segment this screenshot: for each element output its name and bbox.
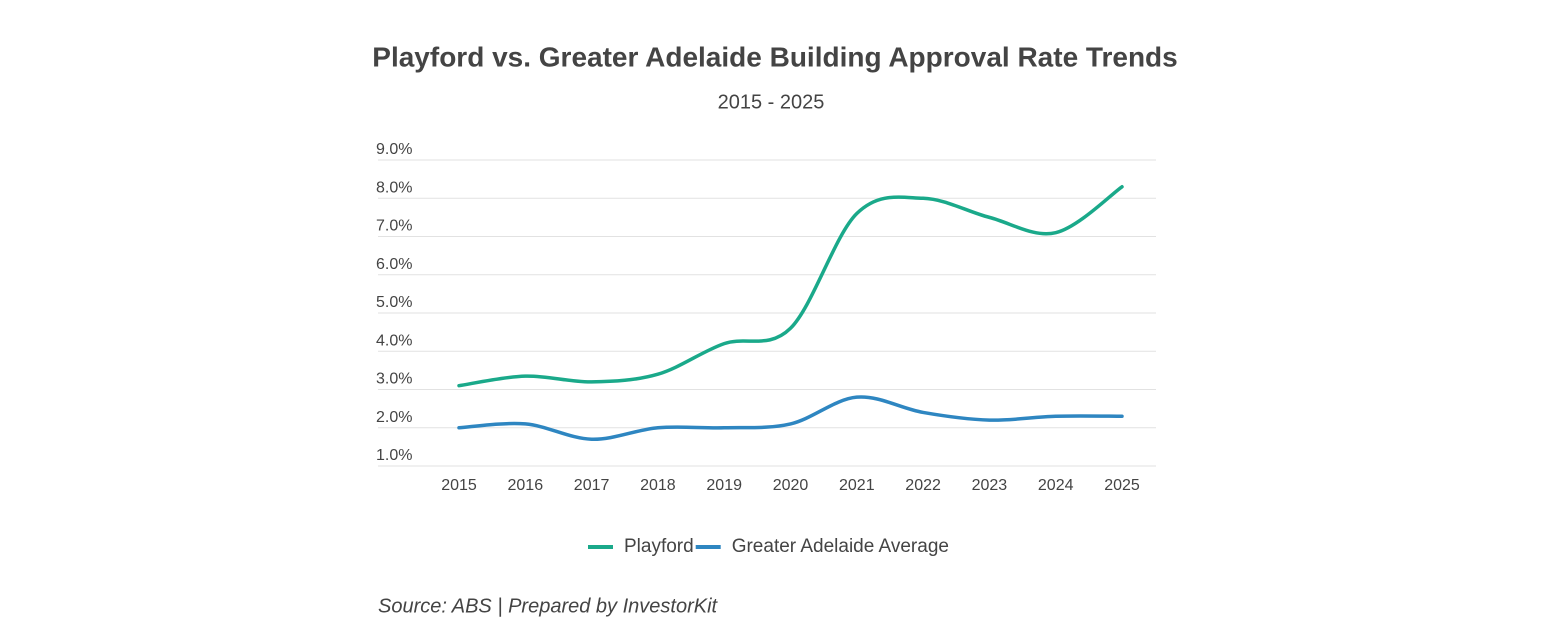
x-tick-label: 2015: [441, 477, 477, 494]
y-tick-label: 6.0%: [376, 256, 412, 273]
y-tick-label: 4.0%: [376, 332, 412, 349]
x-tick-label: 2025: [1104, 477, 1140, 494]
y-tick-label: 1.0%: [376, 447, 412, 464]
legend-label: Playford: [624, 536, 694, 557]
y-tick-label: 5.0%: [376, 294, 412, 311]
x-tick-label: 2024: [1038, 477, 1074, 494]
y-tick-label: 2.0%: [376, 409, 412, 426]
series-line: [457, 395, 1124, 441]
chart-subtitle: 2015 - 2025: [718, 91, 825, 113]
x-tick-label: 2016: [508, 477, 544, 494]
y-tick-label: 3.0%: [376, 371, 412, 388]
legend-label: Greater Adelaide Average: [732, 536, 949, 557]
y-tick-label: 8.0%: [376, 179, 412, 196]
series-line: [457, 185, 1124, 388]
x-tick-label: 2018: [640, 477, 676, 494]
x-tick-label: 2023: [972, 477, 1008, 494]
y-tick-label: 7.0%: [376, 218, 412, 235]
source-note: Source: ABS | Prepared by InvestorKit: [378, 595, 719, 617]
y-tick-label: 9.0%: [376, 141, 412, 158]
x-tick-label: 2021: [839, 477, 875, 494]
x-tick-label: 2017: [574, 477, 610, 494]
x-tick-label: 2019: [706, 477, 742, 494]
x-tick-label: 2022: [905, 477, 941, 494]
chart-title: Playford vs. Greater Adelaide Building A…: [372, 41, 1177, 72]
x-tick-label: 2020: [773, 477, 809, 494]
